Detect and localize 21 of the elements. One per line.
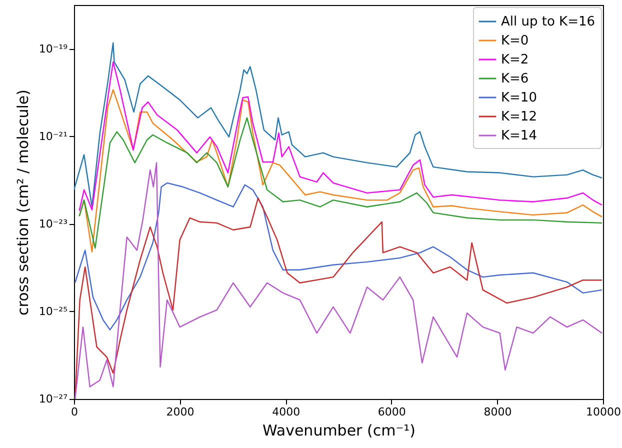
x-tick-label: 0 [71,406,78,418]
y-tick-label: 10⁻²⁵ [38,304,68,318]
x-tick-label: 10000 [586,406,621,418]
line-series [74,182,603,330]
legend-label: K=6 [501,72,529,86]
x-tick-label: 2000 [166,406,194,418]
legend-label: K=12 [501,110,537,124]
y-tick-label: 10⁻²⁷ [38,392,68,406]
x-tick-label: 6000 [378,406,406,418]
y-tick-label: 10⁻²³ [38,217,68,230]
x-tick-label: 8000 [484,406,512,418]
y-axis-title: cross section (cm² / molecule) [14,90,32,316]
y-tick-label: 10⁻²¹ [38,130,68,143]
legend-label: K=2 [501,52,529,68]
legend-label: K=0 [501,34,529,48]
legend-label: K=10 [501,90,537,106]
legend-label: K=14 [501,128,537,144]
y-tick-label: 10⁻¹⁹ [38,42,68,56]
legend-label: All up to K=16 [501,14,596,30]
x-axis-title: Wavenumber (cm⁻¹) [262,422,416,440]
x-tick-label: 4000 [272,406,300,418]
